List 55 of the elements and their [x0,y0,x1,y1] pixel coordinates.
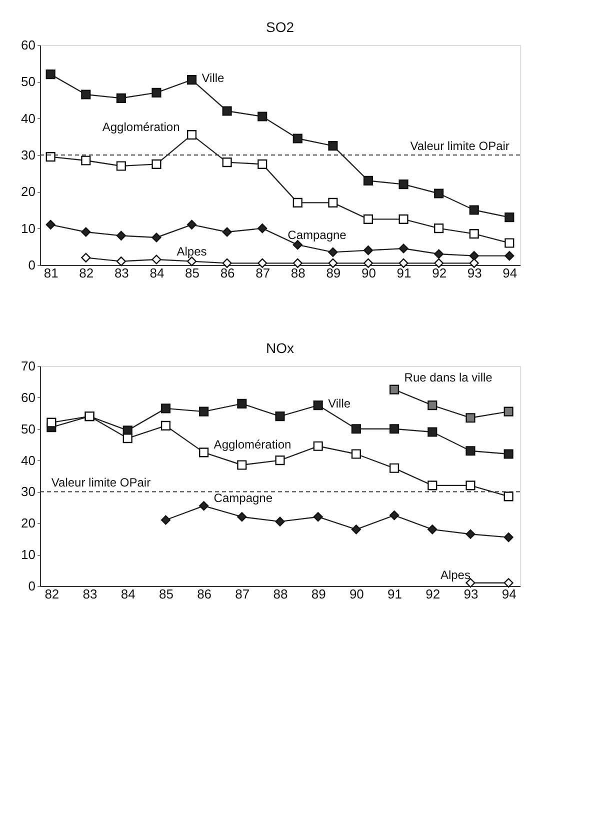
y-tick-label: 60 [21,38,36,52]
x-tick-label: 86 [197,586,212,602]
y-tick-label: 10 [21,547,36,562]
x-tick-label: 89 [311,586,326,602]
y-tick-label: 40 [21,110,36,126]
x-tick-label: 85 [185,266,200,280]
series-label: Alpes [440,568,470,582]
x-tick-label: 88 [273,586,288,602]
series-label: Campagne [214,490,273,505]
x-tick-label: 82 [44,586,60,602]
y-tick-label: 40 [21,452,36,468]
x-tick-label: 90 [349,586,364,602]
x-tick-label: 94 [502,266,518,280]
y-tick-label: 60 [21,390,36,405]
ref-line-label: Valeur limite OPair [410,139,510,153]
x-tick-label: 84 [120,586,136,602]
x-tick-label: 93 [467,266,482,280]
chart-title: SO2 [266,19,294,35]
x-tick-label: 89 [326,266,341,280]
y-tick-label: 10 [21,220,36,236]
y-tick-label: 70 [21,358,36,374]
series-label: Agglomération [214,437,292,452]
x-tick-label: 83 [82,586,98,602]
y-tick-label: 0 [28,578,36,594]
series-label: Campagne [288,228,347,242]
y-tick-label: 50 [21,421,36,436]
x-tick-label: 87 [256,266,270,280]
x-tick-label: 86 [220,266,235,280]
x-tick-label: 92 [426,586,440,602]
y-tick-label: 20 [21,184,36,200]
x-tick-label: 87 [235,586,250,602]
ref-line-label: Valeur limite OPair [51,476,151,490]
x-tick-label: 92 [432,266,447,280]
series-label: Alpes [176,244,207,258]
chart-title: NOx [266,340,294,356]
y-tick-label: 20 [21,516,36,531]
x-tick-label: 83 [114,266,129,280]
y-tick-label: 30 [21,484,36,500]
series-label: Ville [202,70,225,85]
series-label: Rue dans la ville [404,370,493,385]
x-tick-label: 88 [290,266,306,280]
series-label: Ville [328,396,351,410]
x-tick-label: 84 [150,266,164,280]
x-tick-label: 81 [44,266,58,280]
x-tick-label: 91 [396,266,412,280]
x-tick-label: 85 [158,586,174,602]
x-tick-label: 91 [388,586,402,602]
y-tick-label: 50 [21,74,36,90]
x-tick-label: 94 [502,586,516,602]
x-tick-label: 82 [79,266,94,280]
y-tick-label: 30 [21,148,36,162]
x-tick-label: 93 [464,586,478,602]
y-tick-label: 0 [28,258,36,272]
x-tick-label: 90 [362,266,376,280]
series-label: Agglomération [102,120,180,134]
